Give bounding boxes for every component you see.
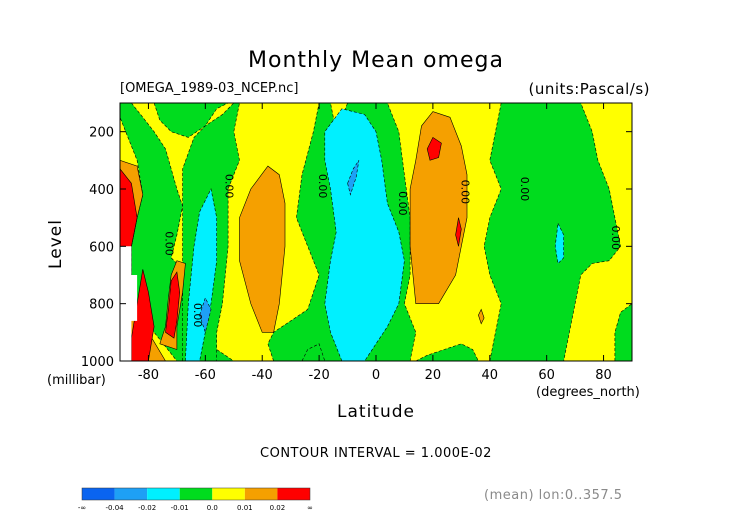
contour-region-21 <box>165 271 181 339</box>
y-axis-ticks: 200 400 600 800 1000 <box>81 126 632 370</box>
contour-region-22 <box>426 136 442 161</box>
contour-fill-layer <box>120 103 632 361</box>
contour-region-18 <box>478 308 485 325</box>
colorbar-swatch-6 <box>277 488 310 500</box>
x-tick-label-8: 80 <box>595 368 612 383</box>
colorbar-label-7: ∞ <box>307 504 313 512</box>
y-axis-label-wrap: Level <box>44 219 68 269</box>
colorbar-label-4: 0.0 <box>207 504 218 512</box>
colorbar-label-5: 0.01 <box>237 504 253 512</box>
mean-longitude-note: (mean) lon:0..357.5 <box>484 488 623 503</box>
x-tick-label-5: 20 <box>425 368 442 383</box>
zero-contour-label-1: 0.00 <box>316 174 329 199</box>
zero-contour-label-2: 0.00 <box>396 191 409 216</box>
y-tick-label-0: 200 <box>89 126 114 141</box>
contour-region-17 <box>409 111 468 305</box>
colorbar-label-6: 0.02 <box>270 504 286 512</box>
zero-contour-label-3: 0.00 <box>458 180 471 205</box>
zero-contour-label-7: 0.00 <box>191 303 204 328</box>
contour-region-20 <box>131 269 155 361</box>
colorbar-swatch-3 <box>179 488 213 500</box>
masked-region-0 <box>120 246 138 361</box>
x-axis-ticks: -80 -60 -40 -20 0 20 40 60 80 <box>138 103 612 383</box>
colorbar-swatch-2 <box>147 488 180 500</box>
contour-region-7 <box>483 103 621 361</box>
contour-region-2 <box>153 103 229 138</box>
y-tick-label-2: 600 <box>89 240 114 255</box>
colorbar-label-1: -0.04 <box>106 504 125 512</box>
contour-region-10 <box>324 108 405 361</box>
colorbar-swatch-5 <box>244 488 278 500</box>
colorbar-swatch-0 <box>82 488 115 500</box>
y-tick-label-1: 400 <box>89 183 114 198</box>
contour-interval-note: CONTOUR INTERVAL = 1.000E-02 <box>260 446 492 461</box>
y-axis-unit: (millibar) <box>47 373 106 388</box>
colorbar-label-3: -0.01 <box>171 504 189 512</box>
contour-region-23 <box>455 217 462 247</box>
contour-region-5 <box>415 343 479 361</box>
x-tick-label-1: -60 <box>195 368 216 383</box>
units-label: (units:Pascal/s) <box>528 80 650 98</box>
y-axis-label: Level <box>46 219 66 269</box>
contour-region-16 <box>239 165 286 333</box>
x-tick-label-6: 40 <box>482 368 499 383</box>
y-tick-label-4: 1000 <box>81 355 114 370</box>
y-tick-label-3: 800 <box>89 298 114 313</box>
colorbar-swatch-1 <box>114 488 148 500</box>
chart-title: Monthly Mean omega <box>248 48 504 73</box>
file-name-label: [OMEGA_1989-03_NCEP.nc] <box>120 81 299 96</box>
contour-region-12 <box>199 297 212 334</box>
contour-region-11 <box>554 222 565 265</box>
x-axis-unit: (degrees_north) <box>536 385 640 400</box>
x-tick-label-7: 60 <box>538 368 555 383</box>
x-tick-label-3: -20 <box>308 368 329 383</box>
zero-contour-label-5: 0.00 <box>609 225 622 250</box>
x-tick-label-4: 0 <box>372 368 380 383</box>
x-tick-label-0: -80 <box>138 368 159 383</box>
x-tick-label-2: -40 <box>252 368 273 383</box>
colorbar-frame <box>81 487 311 501</box>
zero-contour-label-layer: 0.00 0.00 0.00 0.00 0.00 0.00 0.00 0.00 <box>163 174 623 328</box>
contour-region-13 <box>347 160 360 196</box>
zero-contour-label-6: 0.00 <box>163 231 176 256</box>
contour-region-9 <box>185 188 217 361</box>
zero-contour-label-4: 0.00 <box>518 177 531 202</box>
colorbar-label-2: -0.02 <box>138 504 156 512</box>
contour-region-8 <box>614 303 632 361</box>
colorbar-label-0: -∞ <box>78 504 86 512</box>
zero-contour-label-0: 0.00 <box>222 174 235 199</box>
x-axis-label: Latitude <box>337 402 415 422</box>
colorbar: -∞ -0.04 -0.02 -0.01 0.0 0.01 0.02 ∞ <box>78 487 313 512</box>
colorbar-swatch-4 <box>212 488 245 500</box>
